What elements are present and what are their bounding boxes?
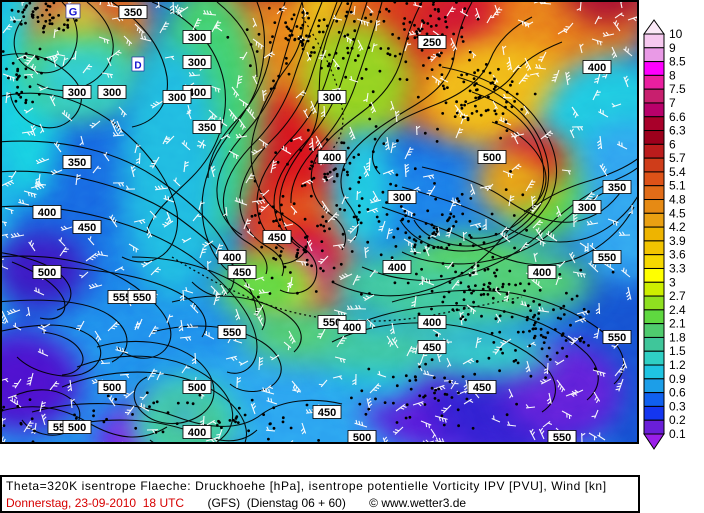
svg-text:450: 450 — [318, 407, 336, 419]
svg-text:550: 550 — [598, 252, 616, 264]
svg-text:550: 550 — [133, 292, 151, 304]
svg-text:350: 350 — [608, 182, 626, 194]
svg-text:1.5: 1.5 — [669, 344, 686, 358]
svg-text:0.9: 0.9 — [669, 372, 686, 386]
svg-text:550: 550 — [223, 327, 241, 339]
svg-text:G: G — [69, 7, 78, 19]
svg-text:350: 350 — [198, 122, 216, 134]
svg-text:0.2: 0.2 — [669, 413, 686, 427]
svg-text:450: 450 — [473, 382, 491, 394]
svg-text:8.5: 8.5 — [669, 55, 686, 69]
svg-text:400: 400 — [343, 322, 361, 334]
svg-text:6: 6 — [669, 137, 676, 151]
svg-text:550: 550 — [608, 332, 626, 344]
svg-text:350: 350 — [124, 7, 142, 19]
svg-text:550: 550 — [553, 432, 571, 444]
svg-text:300: 300 — [323, 92, 341, 104]
svg-text:3.3: 3.3 — [669, 262, 686, 276]
svg-text:3: 3 — [669, 275, 676, 289]
svg-text:300: 300 — [188, 32, 206, 44]
svg-text:350: 350 — [68, 157, 86, 169]
svg-text:300: 300 — [103, 87, 121, 99]
svg-text:400: 400 — [423, 317, 441, 329]
svg-text:7: 7 — [669, 96, 676, 110]
svg-text:6.3: 6.3 — [669, 124, 686, 138]
svg-text:1.2: 1.2 — [669, 358, 686, 372]
svg-text:500: 500 — [38, 267, 56, 279]
svg-text:10: 10 — [669, 27, 683, 41]
svg-text:500: 500 — [353, 432, 371, 444]
svg-text:D: D — [134, 61, 141, 72]
svg-text:7.5: 7.5 — [669, 82, 686, 96]
svg-text:400: 400 — [323, 152, 341, 164]
svg-text:400: 400 — [38, 207, 56, 219]
svg-text:300: 300 — [168, 92, 186, 104]
svg-text:4.5: 4.5 — [669, 206, 686, 220]
svg-text:300: 300 — [188, 57, 206, 69]
svg-text:500: 500 — [68, 422, 86, 434]
svg-text:0.3: 0.3 — [669, 399, 686, 413]
svg-text:3.6: 3.6 — [669, 248, 686, 262]
svg-text:2.7: 2.7 — [669, 289, 686, 303]
svg-text:4.2: 4.2 — [669, 220, 686, 234]
svg-text:5.1: 5.1 — [669, 179, 686, 193]
svg-text:300: 300 — [68, 87, 86, 99]
svg-text:300: 300 — [578, 202, 596, 214]
svg-text:3.9: 3.9 — [669, 234, 686, 248]
svg-text:8: 8 — [669, 68, 676, 82]
svg-text:5.4: 5.4 — [669, 165, 686, 179]
svg-text:500: 500 — [188, 382, 206, 394]
svg-text:2.4: 2.4 — [669, 303, 686, 317]
svg-text:6.6: 6.6 — [669, 110, 686, 124]
svg-text:500: 500 — [103, 382, 121, 394]
svg-text:300: 300 — [393, 192, 411, 204]
svg-text:0.1: 0.1 — [669, 427, 686, 441]
svg-text:450: 450 — [268, 232, 286, 244]
svg-text:500: 500 — [483, 152, 501, 164]
svg-text:400: 400 — [223, 252, 241, 264]
svg-text:450: 450 — [78, 222, 96, 234]
svg-text:400: 400 — [388, 262, 406, 274]
svg-text:250: 250 — [423, 37, 441, 49]
svg-text:400: 400 — [533, 267, 551, 279]
svg-text:5.7: 5.7 — [669, 151, 686, 165]
svg-text:9: 9 — [669, 41, 676, 55]
svg-text:1.8: 1.8 — [669, 330, 686, 344]
svg-text:450: 450 — [233, 267, 251, 279]
svg-text:2.1: 2.1 — [669, 317, 686, 331]
svg-text:0.6: 0.6 — [669, 386, 686, 400]
svg-text:400: 400 — [188, 427, 206, 439]
svg-text:450: 450 — [423, 342, 441, 354]
svg-text:4.8: 4.8 — [669, 193, 686, 207]
svg-text:400: 400 — [588, 62, 606, 74]
